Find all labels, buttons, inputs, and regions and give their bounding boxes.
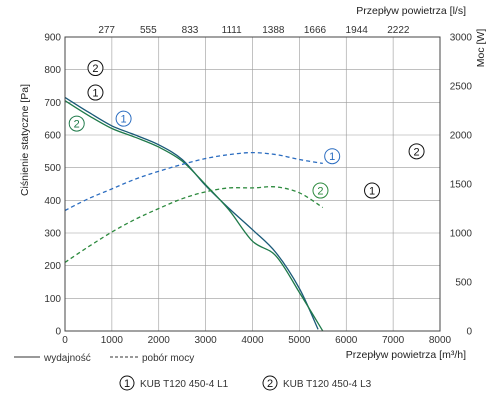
legend-marker-2-number: 2 [267, 378, 273, 390]
y-tick-label: 800 [44, 65, 61, 76]
y-tick-label: 0 [55, 327, 61, 338]
marker-number-2: 2 [414, 146, 420, 158]
x-axis-title: Przepływ powietrza [m³/h] [346, 349, 466, 361]
y2-tick-label: 1500 [450, 180, 473, 191]
marker-number-1: 1 [121, 114, 127, 126]
marker-circle-2 [87, 60, 104, 77]
x-tick-label: 7000 [382, 335, 405, 346]
y2-tick-label: 1000 [450, 229, 473, 240]
legend-item-1-label: KUB T120 450-4 L1 [140, 379, 229, 390]
marker-number-2: 2 [92, 63, 98, 75]
plot-frame [64, 36, 441, 332]
x-tick-label: 6000 [335, 335, 358, 346]
x2-tick-label: 1388 [262, 25, 285, 36]
legend-solid-label: wydajność [43, 353, 91, 364]
x-tick-label: 5000 [288, 335, 311, 346]
y-tick-label: 600 [44, 131, 61, 142]
legend-marker-1-circle [119, 375, 135, 391]
x2-tick-label: 555 [140, 25, 157, 36]
x-tick-label: 8000 [429, 335, 452, 346]
series-pressure-L2-line [64, 100, 324, 332]
marker-circle-1 [324, 148, 341, 165]
marker-circle-1 [364, 182, 381, 199]
y2-tick-label: 0 [466, 327, 472, 338]
legend-marker-2-circle [262, 375, 278, 391]
marker-circle-2 [68, 115, 85, 132]
y-axis-title: Ciśnienie statyczne [Pa] [19, 84, 31, 196]
x2-tick-label: 2222 [387, 25, 410, 36]
y-tick-label: 300 [44, 229, 61, 240]
marker-number-2: 2 [74, 119, 80, 131]
series-lines [64, 96, 324, 332]
curve-markers: 2 1 2 1 1 2 2 1 [68, 60, 425, 199]
legend-item-2-label: KUB T120 450-4 L3 [283, 379, 372, 390]
x-tick-label: 4000 [241, 335, 264, 346]
x2-tick-label: 1111 [222, 25, 242, 36]
legend-dashed-label: pobór mocy [142, 353, 194, 364]
x2-axis-title: Przepływ powietrza [l/s] [356, 5, 466, 17]
marker-circle-1 [87, 84, 104, 101]
grid-lines [65, 37, 440, 331]
marker-circle-2 [312, 182, 329, 199]
x2-tick-label: 277 [98, 25, 115, 36]
x-tick-label: 3000 [195, 335, 218, 346]
series-pressure-L1-line [64, 96, 319, 330]
y2-tick-label: 500 [455, 278, 472, 289]
x2-tick-label: 1944 [346, 25, 369, 36]
y-tick-label: 700 [44, 98, 61, 109]
x2-tick-label: 1666 [304, 25, 327, 36]
y-tick-label: 500 [44, 163, 61, 174]
x-tick-label: 2000 [148, 335, 171, 346]
x-tick-label: 1000 [101, 335, 124, 346]
marker-number-2: 2 [317, 186, 323, 198]
x-tick-label: 0 [62, 335, 68, 346]
y2-tick-label: 2000 [450, 131, 473, 142]
marker-number-1: 1 [92, 88, 98, 100]
series-power-L1-line [64, 151, 323, 212]
y-tick-label: 200 [44, 261, 61, 272]
legend: wydajność pobór mocy 1 KUB T120 450-4 L1… [14, 353, 372, 391]
marker-circle-2 [408, 143, 425, 160]
x2-tick-label: 833 [182, 25, 199, 36]
y2-axis-title: Moc [W] [475, 29, 487, 68]
y2-tick-label: 3000 [450, 33, 473, 44]
y-tick-label: 100 [44, 294, 61, 305]
y2-tick-label: 2500 [450, 82, 473, 93]
legend-marker-1-number: 1 [124, 378, 130, 390]
marker-circle-1 [115, 110, 132, 127]
series-power-L2-line [64, 186, 324, 263]
marker-number-1: 1 [329, 151, 335, 163]
marker-number-1: 1 [369, 186, 375, 198]
y-tick-label: 900 [44, 33, 61, 44]
y-tick-label: 400 [44, 196, 61, 207]
